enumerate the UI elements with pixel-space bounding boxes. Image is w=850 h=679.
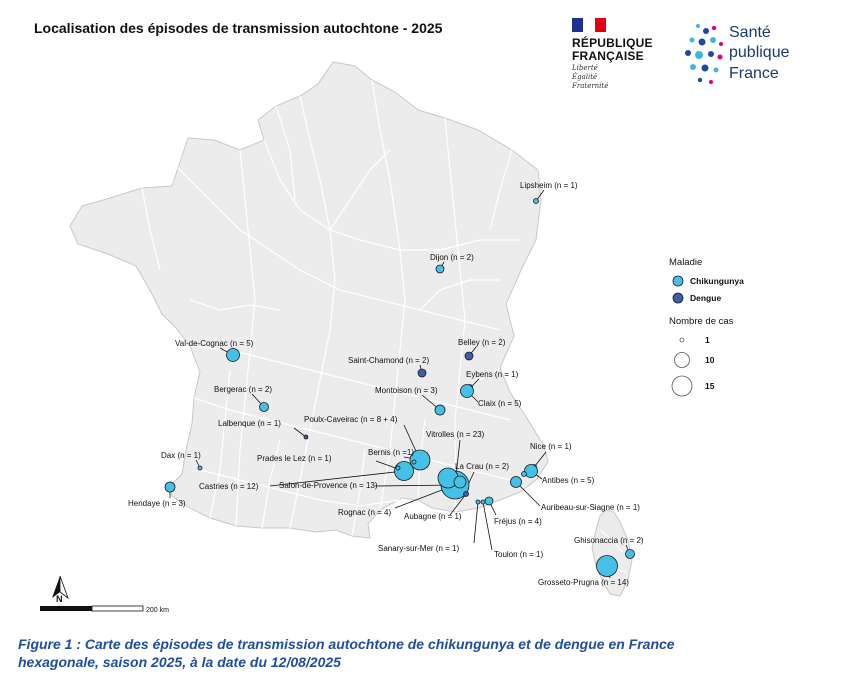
marker-antibes[interactable] bbox=[524, 464, 538, 478]
episode-label: Grosseto-Prugna (n = 14) bbox=[538, 578, 629, 587]
marker-belley[interactable] bbox=[464, 351, 474, 361]
episode-label: Eybens (n = 1) bbox=[466, 370, 519, 379]
episode-label: Toulon (n = 1) bbox=[494, 550, 543, 559]
episode-label: Salon-de-Provence (n = 13) bbox=[279, 481, 378, 490]
episode-label: Dijon (n = 2) bbox=[430, 253, 474, 262]
marker-la-crau[interactable] bbox=[484, 496, 494, 506]
legend-title-disease: Maladie bbox=[669, 257, 702, 268]
legend-size-10 bbox=[674, 352, 690, 368]
legend-size-1-label: 1 bbox=[705, 335, 710, 345]
episode-label: Castries (n = 12) bbox=[199, 482, 259, 491]
episode-label: Prades le Lez (n = 1) bbox=[257, 454, 332, 463]
marker-frejus[interactable] bbox=[510, 476, 522, 488]
legend-dengue-swatch bbox=[672, 292, 684, 304]
episode-label: Val-de-Cognac (n = 5) bbox=[175, 339, 254, 348]
marker-lalbenque[interactable] bbox=[303, 434, 309, 440]
legend-chikungunya-swatch bbox=[672, 275, 684, 287]
legend-dengue-label: Dengue bbox=[690, 293, 721, 303]
episode-label: Auribeau-sur-Siagne (n = 1) bbox=[541, 503, 640, 512]
episode-label: Saint-Chamond (n = 2) bbox=[348, 356, 429, 365]
scale-bar-label: 200 km bbox=[146, 607, 169, 614]
legend-size-1 bbox=[679, 337, 685, 343]
logo-motto: Égalité bbox=[572, 73, 598, 81]
logo-motto: Liberté bbox=[572, 64, 598, 72]
episode-label: Poulx-Caveirac (n = 8 + 4) bbox=[304, 415, 398, 424]
marker-prades-le-lez[interactable] bbox=[395, 465, 401, 471]
marker-dax[interactable] bbox=[197, 465, 203, 471]
north-label: N bbox=[56, 594, 63, 604]
marker-aubagne[interactable] bbox=[463, 491, 469, 497]
legend-chikungunya-label: Chikungunya bbox=[690, 276, 744, 286]
marker-claix[interactable] bbox=[460, 384, 474, 398]
french-flag-icon bbox=[572, 18, 606, 32]
episode-label: Claix (n = 5) bbox=[478, 399, 522, 408]
marker-poulx-caveirac[interactable] bbox=[409, 449, 431, 471]
logo-text: France bbox=[729, 65, 779, 82]
episode-markers bbox=[164, 198, 635, 577]
scale-bar: 200 km bbox=[40, 605, 169, 614]
figure-caption: Figure 1 : Carte des épisodes de transmi… bbox=[18, 635, 838, 671]
episode-label: Aubagne (n = 1) bbox=[404, 512, 462, 521]
episode-label: Nice (n = 1) bbox=[530, 442, 572, 451]
logo-motto: Fraternité bbox=[572, 82, 609, 90]
marker-saint-chamond[interactable] bbox=[417, 368, 427, 378]
episode-label: Fréjus (n = 4) bbox=[494, 517, 542, 526]
episode-labels: Lipsheim (n = 1) Dijon (n = 2) Val-de-Co… bbox=[128, 181, 644, 587]
legend-title-size: Nombre de cas bbox=[669, 316, 734, 327]
marker-val-de-cognac[interactable] bbox=[226, 348, 240, 362]
sante-publique-france-logo: Santé publique France bbox=[684, 18, 824, 93]
marker-bernis[interactable] bbox=[411, 459, 417, 465]
marker-bergerac[interactable] bbox=[259, 402, 269, 412]
marker-ghisonaccia[interactable] bbox=[625, 549, 635, 559]
episode-label: Bernis (n =1) bbox=[368, 448, 414, 457]
marker-castries[interactable] bbox=[394, 461, 414, 481]
marker-toulon[interactable] bbox=[480, 499, 486, 505]
spf-dots-icon bbox=[685, 24, 723, 84]
episode-label: Lalbenque (n = 1) bbox=[218, 419, 281, 428]
logo-text: Santé bbox=[729, 24, 771, 41]
marker-sanary[interactable] bbox=[475, 499, 481, 505]
legend-size-15 bbox=[671, 375, 693, 397]
marker-lipsheim[interactable] bbox=[533, 198, 539, 204]
episode-label: La Crau (n = 2) bbox=[455, 462, 509, 471]
legend-size-10-label: 10 bbox=[705, 355, 715, 365]
marker-hendaye[interactable] bbox=[164, 481, 176, 493]
episode-label: Ghisonaccia (n = 2) bbox=[574, 536, 644, 545]
marker-rognac[interactable] bbox=[453, 475, 467, 489]
logo-text: RÉPUBLIQUE bbox=[572, 36, 653, 50]
episode-label: Bergerac (n = 2) bbox=[214, 385, 272, 394]
episode-label: Dax (n = 1) bbox=[161, 451, 201, 460]
marker-montoison[interactable] bbox=[434, 404, 446, 416]
episode-label: Belley (n = 2) bbox=[458, 338, 506, 347]
france-map: Lipsheim (n = 1) Dijon (n = 2) Val-de-Co… bbox=[40, 61, 744, 614]
episode-label: Hendaye (n = 3) bbox=[128, 499, 186, 508]
episode-label: Montoison (n = 3) bbox=[375, 386, 438, 395]
map-legend: Maladie Chikungunya Dengue Nombre de cas… bbox=[669, 257, 744, 397]
episode-label: Antibes (n = 5) bbox=[542, 476, 595, 485]
episode-label: Vitrolles (n = 23) bbox=[426, 430, 485, 439]
marker-auribeau[interactable] bbox=[521, 471, 527, 477]
episode-label: Rognac (n = 4) bbox=[338, 508, 391, 517]
caption-line: Figure 1 : Carte des épisodes de transmi… bbox=[18, 636, 675, 652]
episode-label: Lipsheim (n = 1) bbox=[520, 181, 578, 190]
logo-text: publique bbox=[729, 44, 790, 61]
episode-label: Sanary-sur-Mer (n = 1) bbox=[378, 544, 459, 553]
north-arrow-icon: N bbox=[52, 575, 69, 604]
marker-grosseto-prugna[interactable] bbox=[596, 555, 618, 577]
republique-francaise-logo: RÉPUBLIQUE FRANÇAISE Liberté Égalité Fra… bbox=[572, 18, 662, 93]
marker-dijon[interactable] bbox=[435, 264, 445, 274]
legend-size-15-label: 15 bbox=[705, 381, 715, 391]
caption-line: hexagonale, saison 2025, à la date du 12… bbox=[18, 654, 341, 670]
logo-text: FRANÇAISE bbox=[572, 49, 644, 63]
map-title: Localisation des épisodes de transmissio… bbox=[34, 20, 443, 36]
